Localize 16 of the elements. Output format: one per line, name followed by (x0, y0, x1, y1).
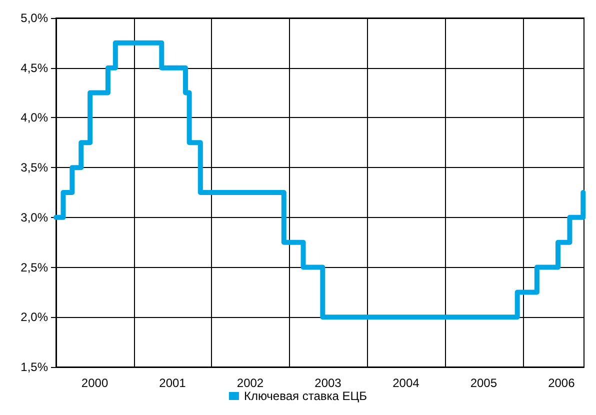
x-tick-label: 2006 (548, 376, 576, 390)
y-tick-label: 5,0% (20, 11, 48, 25)
y-tick-label: 3,0% (20, 210, 48, 224)
y-tick-label: 1,5% (20, 360, 48, 374)
y-tick-label: 2,0% (20, 310, 48, 324)
y-tick-label: 3,5% (20, 160, 48, 175)
y-tick-label: 2,5% (20, 260, 48, 274)
x-tick-label: 2003 (314, 376, 342, 390)
legend-label: Ключевая ставка ЕЦБ (244, 389, 368, 403)
x-tick-label: 2000 (81, 376, 108, 390)
x-tick-label: 2002 (236, 376, 264, 390)
x-tick-label: 2001 (159, 376, 186, 390)
y-tick-label: 4,0% (20, 110, 48, 125)
x-tick-label: 2005 (470, 376, 498, 390)
y-tick-label: 4,5% (20, 60, 48, 75)
x-tick-label: 2004 (392, 376, 420, 390)
